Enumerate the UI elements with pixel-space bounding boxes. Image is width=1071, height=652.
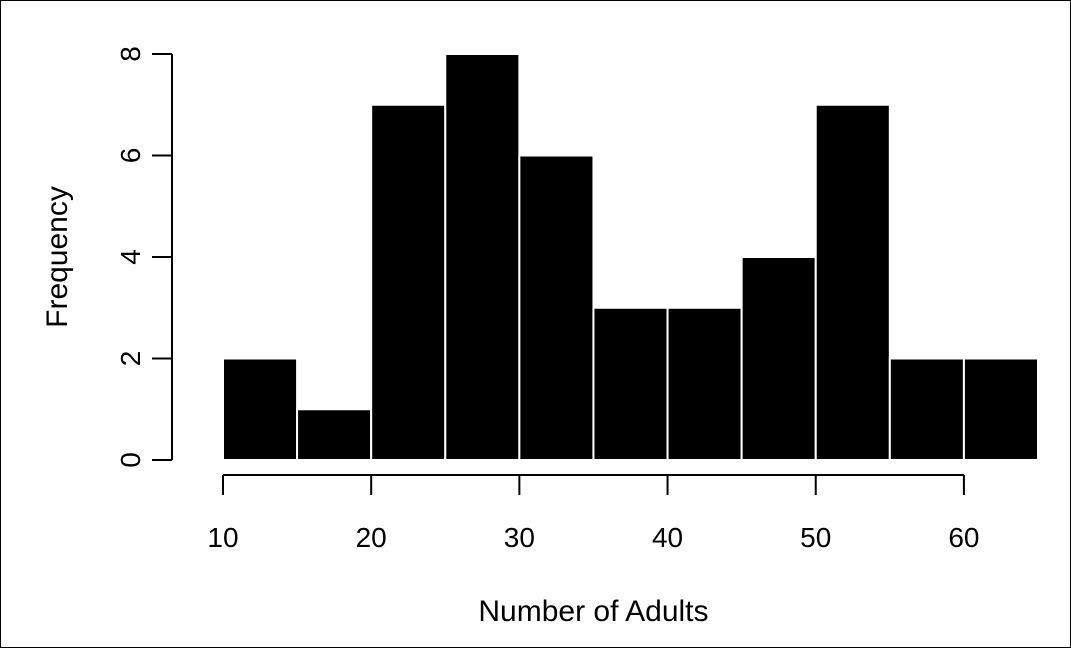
y-axis-title: Frequency	[41, 186, 74, 328]
x-tick-label-50: 50	[800, 522, 831, 553]
histogram-bar-25-30	[444, 53, 521, 461]
histogram-bar-15-20	[296, 408, 373, 461]
histogram-bar-50-55	[814, 103, 891, 461]
histogram-bar-55-60	[888, 357, 965, 461]
x-axis: 10 20 30 40 50 60	[207, 474, 979, 553]
histogram-bar-35-40	[592, 306, 669, 461]
histogram-bar-20-25	[370, 103, 447, 461]
x-tick-label-20: 20	[356, 522, 387, 553]
x-tick-label-30: 30	[504, 522, 535, 553]
histogram-bar-40-45	[666, 306, 743, 461]
x-tick-label-60: 60	[948, 522, 979, 553]
x-tick-label-40: 40	[652, 522, 683, 553]
histogram-bar-10-15	[222, 357, 299, 461]
histogram-bar-30-35	[518, 154, 595, 461]
x-tick-label-10: 10	[207, 522, 238, 553]
y-tick-label-8: 8	[115, 46, 146, 62]
histogram-bar-45-50	[740, 256, 817, 461]
x-axis-title: Number of Adults	[478, 595, 708, 628]
y-tick-label-2: 2	[115, 351, 146, 367]
y-tick-label-6: 6	[115, 148, 146, 164]
histogram-bar-60-65	[962, 357, 1040, 461]
bars-group	[222, 53, 1040, 461]
y-axis: 0 2 4 6 8	[115, 46, 173, 468]
y-tick-label-4: 4	[115, 249, 146, 265]
y-tick-label-0: 0	[115, 452, 146, 468]
